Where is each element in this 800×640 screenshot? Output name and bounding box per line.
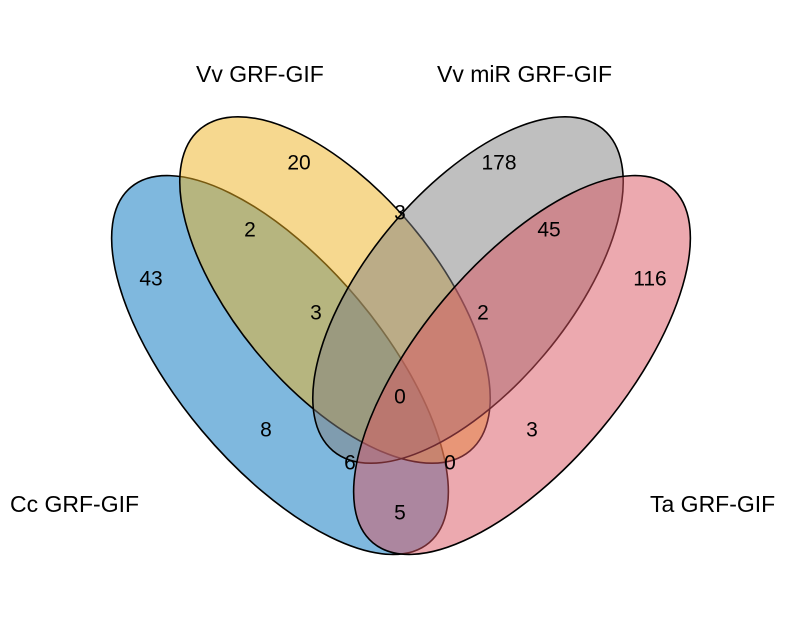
count-vvmir-ta: 45: [537, 219, 560, 242]
count-ta-only: 116: [633, 268, 666, 291]
count-vv-ta: 3: [526, 419, 538, 442]
count-cc-vv: 2: [244, 219, 256, 242]
set-label-vvmir: Vv miR GRF-GIF: [437, 61, 612, 87]
count-vv-vvmir: 3: [394, 202, 406, 225]
count-vv-only: 20: [287, 152, 310, 175]
count-cc-ta: 5: [394, 502, 406, 525]
count-cc-vvmir-ta: 6: [344, 452, 356, 475]
count-cc-only: 43: [139, 268, 162, 291]
set-label-ta: Ta GRF-GIF: [650, 491, 775, 517]
set-label-cc: Cc GRF-GIF: [10, 491, 139, 517]
set-label-vv: Vv GRF-GIF: [196, 61, 324, 87]
count-cc-vv-ta: 0: [444, 452, 456, 475]
count-all-four: 0: [394, 386, 406, 409]
count-cc-vvmir: 8: [260, 419, 272, 442]
count-vv-vvmir-ta: 2: [477, 302, 489, 325]
count-cc-vv-vvmir: 3: [310, 302, 322, 325]
count-vvmir-only: 178: [481, 152, 516, 175]
set-ellipse-ta: [352, 174, 692, 556]
